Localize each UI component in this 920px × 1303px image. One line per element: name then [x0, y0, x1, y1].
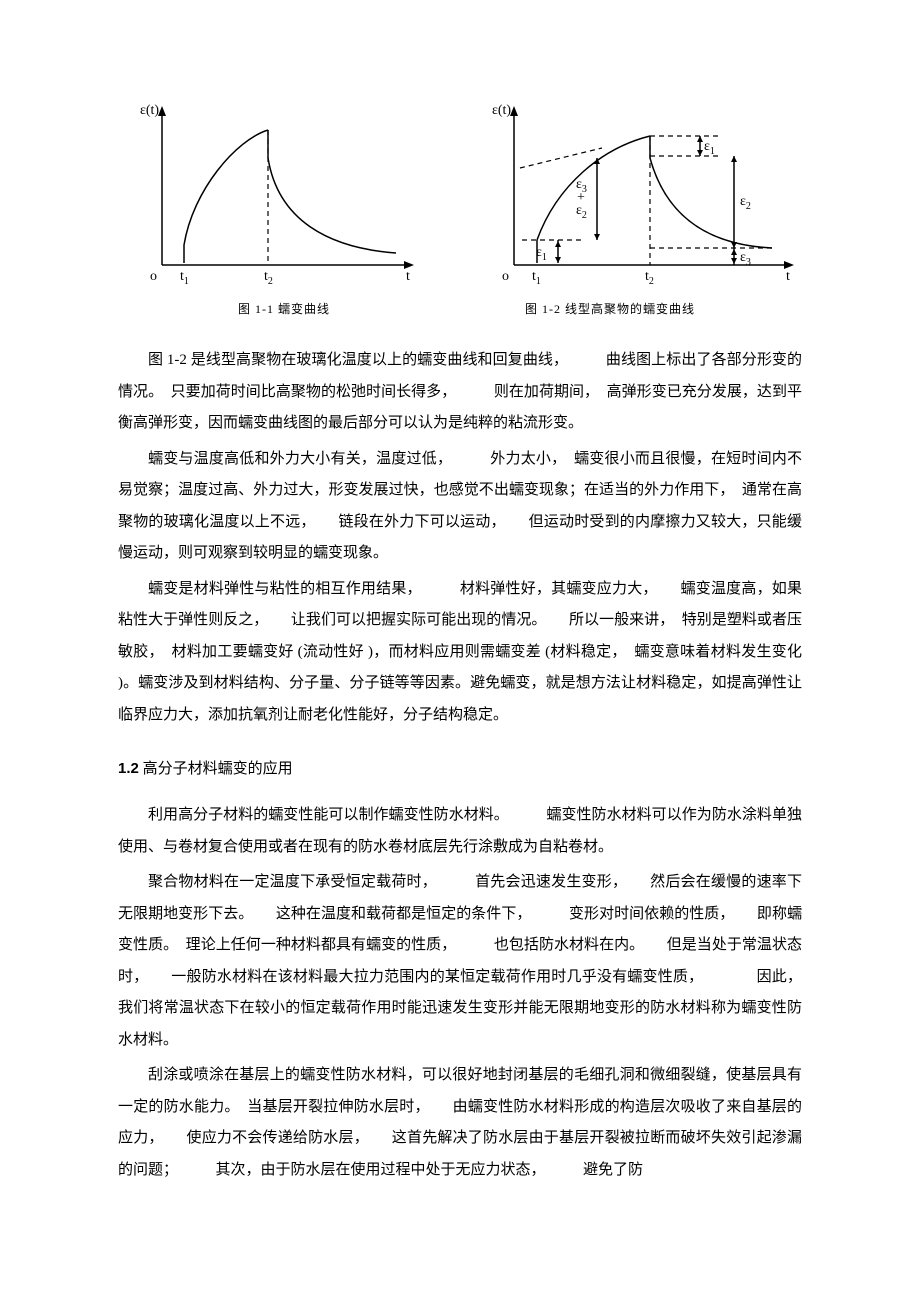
figure-1-1: ε(t) o t1 t2 t	[118, 100, 418, 290]
fig1-y-label: ε(t)	[140, 103, 159, 118]
paragraph-5: 聚合物材料在一定温度下承受恒定载荷时， 首先会迅速发生变形， 然后会在缓慢的速率…	[118, 867, 802, 1056]
fig2-x-label: t	[786, 269, 790, 284]
fig2-origin: o	[502, 269, 509, 284]
fig2-t2: t2	[645, 269, 654, 287]
section-heading: 1.2 高分子材料蠕变的应用	[118, 757, 802, 778]
section-title: 高分子材料蠕变的应用	[139, 761, 293, 777]
figure-captions: 图 1-1 蠕变曲线 图 1-2 线型高聚物的蠕变曲线	[118, 300, 802, 317]
paragraph-2: 蠕变与温度高低和外力大小有关，温度过低， 外力太小， 蠕变很小而且很慢，在短时间…	[118, 444, 802, 570]
fig2-eps1-top: ε1	[704, 139, 715, 157]
fig1-origin: o	[150, 269, 157, 284]
fig1-t1: t1	[180, 269, 189, 287]
fig2-eps2: ε2	[740, 194, 751, 212]
fig1-x-label: t	[406, 269, 410, 284]
paragraph-1: 图 1-2 是线型高聚物在玻璃化温度以上的蠕变曲线和回复曲线， 曲线图上标出了各…	[118, 345, 802, 440]
paragraph-4: 利用高分子材料的蠕变性能可以制作蠕变性防水材料。 蠕变性防水材料可以作为防水涂料…	[118, 800, 802, 863]
paragraph-3: 蠕变是材料弹性与粘性的相互作用结果， 材料弹性好，其蠕变应力大， 蠕变温度高，如…	[118, 574, 802, 732]
section-number: 1.2	[118, 760, 139, 777]
figure-1-2: ε1 ε2 ε3 ε1	[472, 100, 802, 290]
fig2-caption: 图 1-2 线型高聚物的蠕变曲线	[525, 300, 695, 317]
fig2-y-label: ε(t)	[492, 103, 511, 118]
fig2-eps3p2-b: ε2	[576, 203, 587, 221]
figures-row: ε(t) o t1 t2 t ε1	[118, 100, 802, 290]
paragraph-6: 刮涂或喷涂在基层上的蠕变性防水材料，可以很好地封闭基层的毛细孔洞和微细裂缝，使基…	[118, 1060, 802, 1186]
fig1-t2: t2	[264, 269, 273, 287]
page: ε(t) o t1 t2 t ε1	[0, 0, 920, 1303]
fig2-t1: t1	[532, 269, 541, 287]
fig1-caption: 图 1-1 蠕变曲线	[238, 300, 330, 317]
